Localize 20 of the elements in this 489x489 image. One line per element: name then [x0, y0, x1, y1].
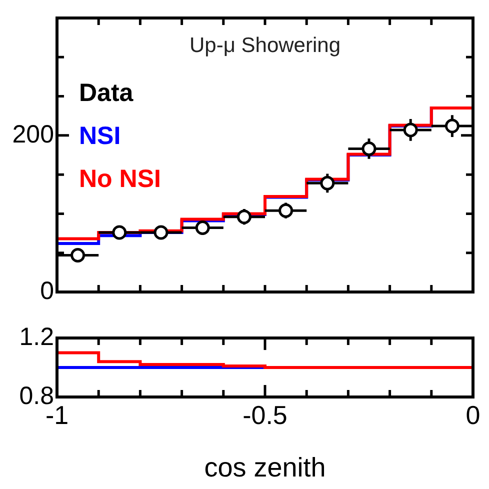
x-axis-title: cos zenith — [204, 452, 326, 482]
series-label: No NSI — [79, 164, 161, 193]
point — [236, 210, 252, 224]
point — [362, 141, 376, 156]
point — [112, 225, 127, 240]
point — [70, 248, 86, 262]
y-tick-label: 0 — [40, 276, 54, 305]
point — [403, 122, 418, 138]
point — [320, 176, 335, 190]
x-tick-label: -0.5 — [242, 400, 288, 430]
point — [195, 220, 210, 236]
y-tick-label: 200 — [12, 120, 54, 148]
text: Up-μ Showering — [190, 34, 340, 57]
point — [444, 118, 460, 134]
text: NSI — [79, 122, 121, 150]
text: Data — [79, 78, 134, 107]
point — [154, 225, 168, 240]
point — [278, 203, 294, 218]
x-tick-label: 0 — [466, 400, 480, 430]
y-tick-label: 1.2 — [19, 322, 54, 351]
